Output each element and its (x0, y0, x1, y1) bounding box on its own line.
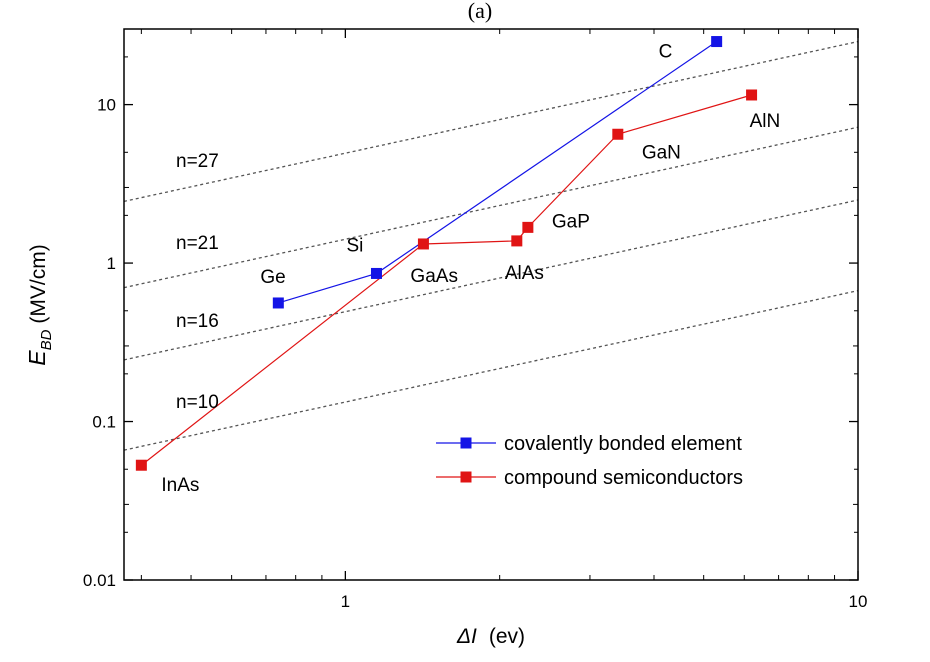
reference-line-n-21 (123, 126, 859, 289)
reference-label-n-16: n=16 (176, 311, 219, 332)
point-marker-gan (612, 128, 624, 140)
reference-label-n-21: n=21 (176, 233, 219, 254)
legend-label-covalently-bonded-element: covalently bonded element (504, 433, 742, 455)
y-tick-label: 1 (107, 254, 116, 273)
point-marker-ge (272, 297, 284, 309)
point-labels: Ge Si C InAs GaAs AlAs GaP GaN AlN (161, 42, 780, 497)
y-tick-label: 0.01 (83, 571, 116, 590)
point-marker-si (370, 267, 382, 279)
point-label-ge: Ge (260, 267, 285, 288)
axis-ticks (124, 28, 859, 581)
point-marker-alas (511, 235, 523, 247)
point-marker-inas (135, 459, 147, 471)
reference-labels: n=10 n=16 n=21 n=27 (176, 151, 219, 413)
series-line-compound-semiconductors (140, 94, 752, 466)
reference-label-n-27: n=27 (176, 151, 219, 172)
point-label-gan: GaN (642, 142, 681, 163)
point-marker-gaas (417, 238, 429, 250)
x-tick-label: 10 (849, 592, 868, 611)
reference-line-n-27 (123, 40, 859, 203)
point-label-alas: AlAs (505, 263, 544, 284)
reference-label-n-10: n=10 (176, 392, 219, 413)
x-axis-title: ΔI (ev) (456, 625, 525, 648)
reference-lines (123, 40, 859, 451)
y-axis-title: EBD(MV/cm) (24, 244, 55, 366)
series-lines (140, 41, 752, 466)
y-tick-label: 0.1 (92, 413, 116, 432)
point-marker-aln (746, 89, 758, 101)
series-line-covalently-bonded-element (278, 41, 717, 304)
point-label-gap: GaP (552, 211, 590, 232)
point-label-aln: AlN (750, 111, 781, 132)
legend-marker-compound-semiconductors (460, 471, 472, 483)
point-label-inas: InAs (161, 475, 199, 496)
point-marker-gap (522, 221, 534, 233)
y-tick-label: 10 (97, 96, 116, 115)
legend-marker-covalently-bonded-element (460, 437, 472, 449)
point-label-si: Si (346, 235, 363, 256)
plot-frame (123, 28, 859, 581)
point-label-c: C (659, 42, 673, 63)
axis-tick-labels: 1 10 0.01 0.1 1 10 (83, 96, 868, 611)
legend-label-compound-semiconductors: compound semiconductors (504, 467, 743, 489)
series-markers (135, 36, 758, 471)
point-label-gaas: GaAs (410, 266, 458, 287)
reference-line-n-16 (123, 199, 859, 361)
point-marker-c (711, 36, 723, 48)
legend: covalently bonded element compound semico… (436, 433, 743, 489)
x-tick-label: 1 (341, 592, 350, 611)
chart-caption: (a) (468, 0, 492, 23)
reference-line-n-10 (123, 289, 859, 451)
